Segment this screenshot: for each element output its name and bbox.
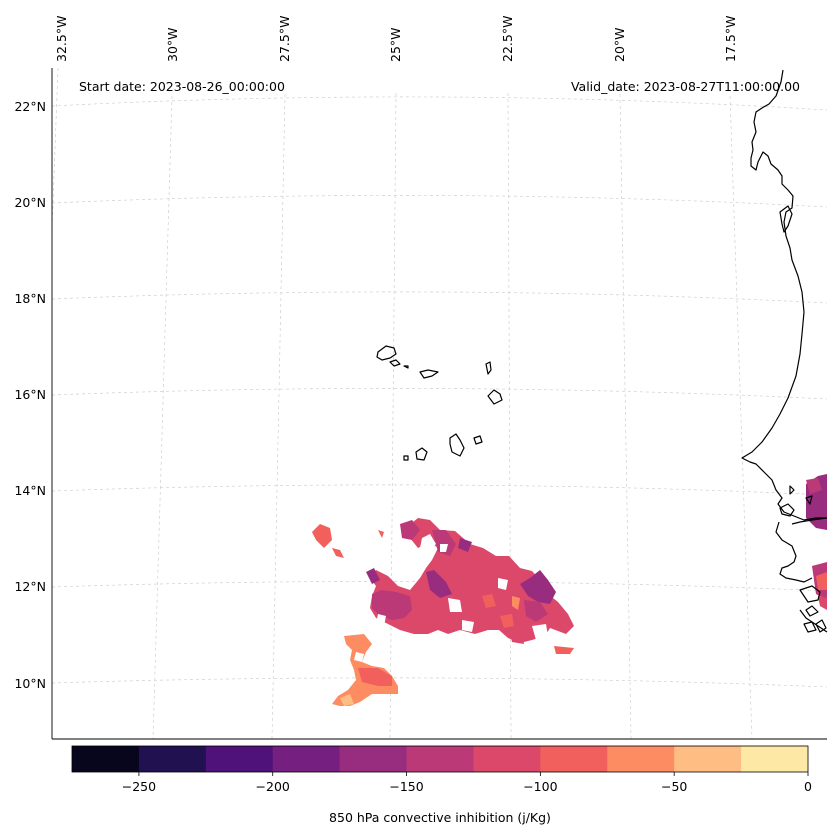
lon-tick-label: 20°W [612,27,627,62]
colorbar-swatch [72,746,140,772]
colorbar-tick-label: −100 [523,779,557,794]
cin-patch [816,572,827,590]
cin-patch [312,524,332,548]
lat-tick-label: 14°N [14,483,46,498]
colorbar-swatch [741,746,809,772]
cin-patch [366,568,380,584]
cin-patch [512,596,520,610]
colorbar-swatch [473,746,541,772]
cin-patch [510,632,524,644]
colorbar: −250 −200 −150 −100 −50 0 850 hPa convective … [71,745,812,825]
bissago-coast [799,585,827,633]
colorbar-swatch [607,746,675,772]
island-santiago [449,433,465,457]
cin-patch [378,530,384,538]
start-date-label: Start date: 2023-08-26_00:00:00 [79,79,285,94]
cin-patch [340,694,354,706]
cin-patch [500,614,514,628]
lon-tick-label: 25°W [388,27,403,62]
cin-patch [358,668,392,686]
cin-patch [482,594,496,608]
cape-verde-islands [376,345,503,461]
cin-field-southwest [332,634,398,706]
lon-tick-label: 27.5°W [277,16,292,62]
colorbar-ticks: −250 −200 −150 −100 −50 0 [122,772,812,794]
colorbar-swatch [272,746,341,772]
lon-tick-label: 17.5°W [723,16,738,62]
colorbar-swatch [674,746,742,772]
colorbar-frame [71,745,809,773]
colorbar-swatch [138,746,207,772]
coastlines [741,69,828,633]
cin-patch [554,646,574,654]
island-fogo [415,447,428,461]
colorbar-tick-label: −150 [389,779,423,794]
island-santo-antao [376,345,397,361]
lat-tick-label: 16°N [14,387,46,402]
cin-field-coast [806,474,827,610]
island-santa-luzia [403,365,409,369]
cin-patch [370,518,574,643]
colorbar-tick-label: −250 [122,779,156,794]
lat-tick-label: 12°N [14,579,46,594]
lat-tick-label: 22°N [14,99,46,114]
cin-patch [400,520,420,540]
cin-patch [372,590,412,620]
lon-tick-label: 30°W [165,27,180,62]
island-maio [473,435,483,445]
cin-patch [524,600,548,622]
longitude-axis: 32.5°W 30°W 27.5°W 25°W 22.5°W 20°W 17.5… [54,16,738,62]
cin-patch [352,640,368,654]
cin-patch [520,570,556,604]
island-boa-vista [487,389,503,405]
cin-patch [432,530,456,556]
map-panel [51,67,828,740]
gambia-river [791,517,828,525]
cin-patch [806,478,822,494]
cin-patch [426,570,452,598]
western-sahara-bay [779,205,793,233]
lon-tick-label: 22.5°W [500,16,515,62]
island-brava [403,455,409,461]
colorbar-swatch [205,746,274,772]
lat-tick-label: 20°N [14,195,46,210]
colorbar-tick-label: −50 [661,779,687,794]
colorbar-tick-label: −200 [256,779,290,794]
graticule [51,67,828,740]
island-sao-vicente [389,359,401,367]
cin-patch [332,548,344,558]
lat-tick-label: 10°N [14,676,46,691]
coast-inlet [779,485,813,517]
colorbar-swatch [406,746,474,772]
cin-patch [458,538,472,552]
cin-patch [818,596,827,610]
cin-field-main [366,518,574,654]
colorbar-swatches [72,746,809,772]
latitude-axis: 22°N 20°N 18°N 16°N 14°N 12°N 10°N [14,99,46,691]
colorbar-swatch [339,746,408,772]
island-sao-nicolau [419,369,439,379]
colorbar-title: 850 hPa convective inhibition (j/Kg) [329,810,551,825]
lon-tick-label: 32.5°W [54,16,69,62]
lat-tick-label: 18°N [14,291,46,306]
valid-date-label: Valid_date: 2023-08-27T11:00:00.00 [571,79,800,94]
colorbar-swatch [540,746,608,772]
island-sal [485,361,492,375]
cin-field-small-west [312,524,384,558]
colorbar-tick-label: 0 [804,779,812,794]
